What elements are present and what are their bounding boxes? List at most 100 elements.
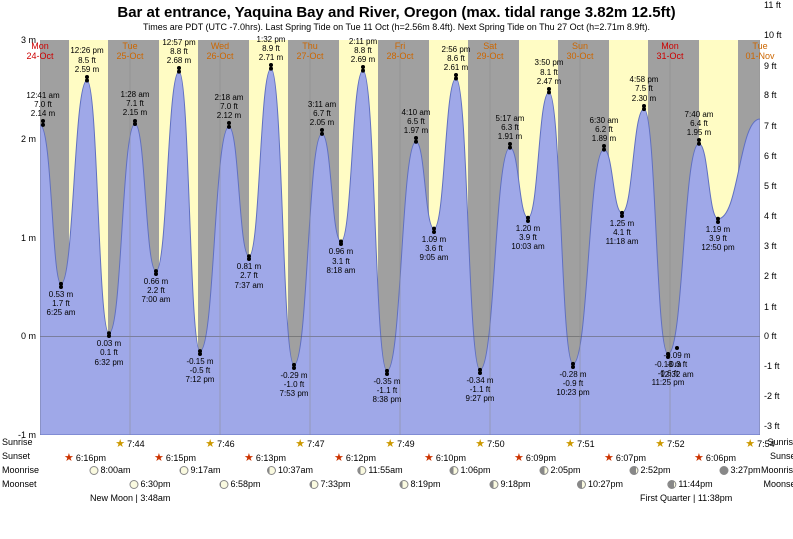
moon-phase-icon — [89, 466, 98, 475]
moonrise-time: 1:06pm — [449, 465, 490, 475]
high-tide-label: 1:32 pm8.9 ft2.71 m — [241, 35, 301, 69]
low-tide-label: 0.53 m1.7 ft6:25 am — [31, 284, 91, 318]
high-tide-label: 7:40 am6.4 ft1.95 m — [669, 110, 729, 144]
m-tick: 1 m — [21, 233, 36, 243]
high-tide-label: 5:17 am6.3 ft1.91 m — [480, 114, 540, 148]
high-tide-label: 2:11 pm8.8 ft2.69 m — [333, 37, 393, 71]
high-tide-label: 4:58 pm7.5 ft2.30 m — [614, 75, 674, 109]
high-tide-label: 4:10 am6.5 ft1.97 m — [386, 108, 446, 142]
moonrise-time: 11:55am — [357, 465, 402, 475]
ft-tick: 11 ft — [764, 0, 781, 10]
low-tide-label: 1.09 m3.6 ft9:05 am — [404, 229, 464, 263]
sunrise-time: ★7:50 — [475, 437, 504, 450]
high-tide-label: 3:11 am6.7 ft2.05 m — [292, 100, 352, 134]
low-tide-label: 1.20 m3.9 ft10:03 am — [498, 218, 558, 252]
moonrise-time: 10:37am — [267, 465, 313, 475]
moonrise-time: 9:17am — [179, 465, 220, 475]
moon-phase-icon — [399, 480, 408, 489]
ft-tick: 6 ft — [764, 151, 777, 161]
m-tick: 2 m — [21, 134, 36, 144]
low-tide-label: -0.28 m-0.9 ft10:23 pm — [543, 364, 603, 398]
day-header: Tue01-Nov — [730, 42, 790, 62]
ft-tick: -1 ft — [764, 361, 780, 371]
low-tide-label: -0.15 m-0.5 ft7:12 pm — [170, 351, 230, 385]
sunset-time: ★6:09pm — [514, 451, 556, 464]
sunrise-icon: ★ — [475, 437, 485, 450]
m-tick: 0 m — [21, 331, 36, 341]
ft-tick: 7 ft — [764, 121, 777, 131]
moonset-label-left: Moonset — [2, 479, 37, 489]
sunset-icon: ★ — [424, 451, 434, 464]
sunset-time: ★6:12pm — [334, 451, 376, 464]
sunset-icon: ★ — [604, 451, 614, 464]
moonrise-time: 2:05pm — [539, 465, 580, 475]
sunset-time: ★6:07pm — [604, 451, 646, 464]
moon-phase-icon — [129, 480, 138, 489]
moonset-time: 10:27pm — [577, 479, 623, 489]
ft-tick: 5 ft — [764, 181, 777, 191]
low-tide-label: 0.66 m2.2 ft7:00 am — [126, 271, 186, 305]
moon-phase-icon — [667, 480, 676, 489]
sunrise-time: ★7:49 — [385, 437, 414, 450]
sunset-time: ★6:06pm — [694, 451, 736, 464]
moonrise-time: 8:00am — [89, 465, 130, 475]
moonset-time: 6:58pm — [219, 479, 260, 489]
low-tide-label: 0.81 m2.7 ft7:37 am — [219, 256, 279, 290]
sunrise-icon: ★ — [655, 437, 665, 450]
moonset-time: 9:18pm — [489, 479, 530, 489]
moonrise-time: 3:27pm — [719, 465, 760, 475]
low-tide-label: -0.29 m-1.0 ft7:53 pm — [264, 365, 324, 399]
tide-chart: -1 m0 m1 m2 m3 m -3 ft-2 ft-1 ft0 ft1 ft… — [40, 40, 760, 435]
low-tide-label: 1.25 m4.1 ft11:18 am — [592, 213, 652, 247]
moon-phase-icon — [219, 480, 228, 489]
y-axis-feet: -3 ft-2 ft-1 ft0 ft1 ft2 ft3 ft4 ft5 ft6… — [762, 40, 793, 435]
moon-phase-icon — [719, 466, 728, 475]
sunrise-icon: ★ — [295, 437, 305, 450]
sunrise-icon: ★ — [385, 437, 395, 450]
moon-phase-icon — [629, 466, 638, 475]
high-tide-label: 2:56 pm8.6 ft2.61 m — [426, 45, 486, 79]
sunset-icon: ★ — [244, 451, 254, 464]
ft-tick: 1 ft — [764, 302, 777, 312]
sunrise-icon: ★ — [115, 437, 125, 450]
moonrise-time: 2:52pm — [629, 465, 670, 475]
high-tide-label: 12:57 pm8.8 ft2.68 m — [149, 38, 209, 72]
new-moon-phase: New Moon | 3:48am — [90, 493, 170, 503]
high-tide-label: 12:41 am7.0 ft2.14 m — [13, 91, 73, 125]
moonset-time: 11:44pm — [667, 479, 712, 489]
first-quarter-phase: First Quarter | 11:38pm — [640, 493, 732, 503]
moonrise-label-right: Moonrise — [761, 465, 793, 475]
sunrise-label-left: Sunrise — [2, 437, 33, 447]
sunrise-time: ★7:46 — [205, 437, 234, 450]
sunrise-time: ★7:44 — [115, 437, 144, 450]
sunrise-time: ★7:47 — [295, 437, 324, 450]
moon-phase-icon — [539, 466, 548, 475]
ft-tick: 3 ft — [764, 241, 777, 251]
high-tide-label: 2:18 am7.0 ft2.12 m — [199, 93, 259, 127]
low-tide-label: -0.34 m-1.1 ft9:27 pm — [450, 370, 510, 404]
sunset-icon: ★ — [154, 451, 164, 464]
moonset-time: 6:30pm — [129, 479, 170, 489]
sunset-time: ★6:15pm — [154, 451, 196, 464]
moonset-time: 8:19pm — [399, 479, 440, 489]
ft-tick: 4 ft — [764, 211, 777, 221]
ft-tick: 8 ft — [764, 90, 777, 100]
moon-phase-icon — [489, 480, 498, 489]
chart-title: Bar at entrance, Yaquina Bay and River, … — [0, 0, 793, 21]
ft-tick: -2 ft — [764, 391, 780, 401]
sunset-time: ★6:13pm — [244, 451, 286, 464]
sunset-icon: ★ — [694, 451, 704, 464]
moon-phase-icon — [267, 466, 276, 475]
sunset-time: ★6:16pm — [64, 451, 106, 464]
ft-tick: 0 ft — [764, 331, 777, 341]
sunset-time: ★6:10pm — [424, 451, 466, 464]
moon-phase-icon — [309, 480, 318, 489]
moon-phase-icon — [449, 466, 458, 475]
chart-subtitle: Times are PDT (UTC -7.0hrs). Last Spring… — [0, 21, 793, 32]
low-tide-label: -0.35 m-1.1 ft8:38 pm — [357, 371, 417, 405]
low-tide-label: 0.03 m0.1 ft6:32 pm — [79, 333, 139, 367]
sunset-icon: ★ — [514, 451, 524, 464]
low-tide-label: 1.19 m3.9 ft12:50 pm — [688, 219, 748, 253]
sunrise-time: ★7:52 — [655, 437, 684, 450]
moon-phase-icon — [179, 466, 188, 475]
